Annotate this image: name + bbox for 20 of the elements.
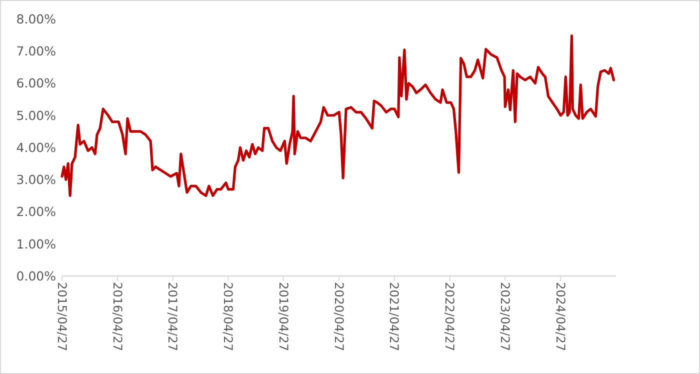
y-tick-label: 2.00% xyxy=(16,204,56,220)
y-tick-label: 1.00% xyxy=(16,236,56,252)
x-tick-label: 2022/04/27 xyxy=(442,282,457,352)
x-tick-label: 2019/04/27 xyxy=(276,282,290,352)
y-tick-label: 6.00% xyxy=(16,76,56,91)
x-tick-label: 2020/04/27 xyxy=(332,282,346,352)
y-tick-label: 5.00% xyxy=(16,108,56,123)
x-tick-label: 2023/04/27 xyxy=(498,282,512,352)
y-tick-label: 7.00% xyxy=(16,44,56,58)
x-tick-label: 2015/04/27 xyxy=(54,282,69,352)
x-tick-label: 2024/04/27 xyxy=(553,282,568,352)
line-series xyxy=(60,34,616,197)
x-tick-label: 2016/04/27 xyxy=(110,282,124,352)
x-tick-label: 2021/04/27 xyxy=(387,282,402,352)
y-tick-label: 4.00% xyxy=(16,140,56,155)
y-tick-label: 0.00% xyxy=(16,268,56,284)
y-tick-label: 8.00% xyxy=(16,11,56,26)
x-tick-label: 2018/04/27 xyxy=(221,282,236,352)
x-tick-label: 2017/04/27 xyxy=(166,282,180,352)
y-tick-label: 3.00% xyxy=(16,172,56,187)
